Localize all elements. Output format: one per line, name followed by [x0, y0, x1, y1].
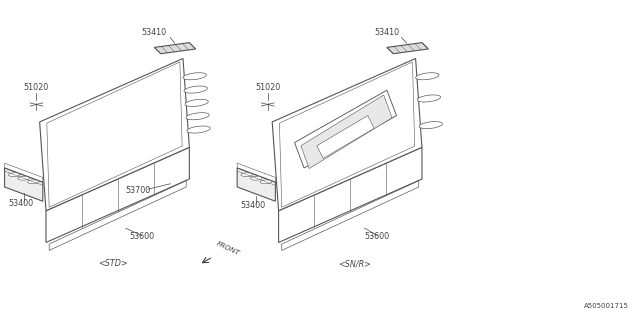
- Polygon shape: [272, 59, 422, 211]
- Text: 53410: 53410: [141, 28, 167, 37]
- Polygon shape: [387, 43, 428, 54]
- Polygon shape: [4, 168, 43, 201]
- Polygon shape: [294, 90, 396, 168]
- Polygon shape: [301, 95, 392, 169]
- Text: 53600: 53600: [365, 232, 390, 241]
- Text: FRONT: FRONT: [216, 240, 241, 256]
- Ellipse shape: [417, 95, 440, 102]
- Text: 51020: 51020: [24, 83, 49, 92]
- Ellipse shape: [185, 99, 208, 107]
- Ellipse shape: [260, 180, 271, 184]
- Ellipse shape: [28, 180, 39, 184]
- Ellipse shape: [187, 126, 210, 133]
- Ellipse shape: [184, 86, 207, 93]
- Polygon shape: [237, 168, 275, 201]
- Polygon shape: [278, 147, 422, 243]
- Polygon shape: [40, 59, 189, 211]
- Ellipse shape: [250, 176, 262, 180]
- Ellipse shape: [18, 176, 29, 180]
- Text: 53600: 53600: [129, 232, 154, 241]
- Ellipse shape: [419, 122, 442, 129]
- Text: 53400: 53400: [241, 201, 266, 210]
- Ellipse shape: [241, 173, 252, 177]
- Text: 53400: 53400: [8, 199, 33, 208]
- Ellipse shape: [8, 173, 20, 177]
- Text: 51020: 51020: [255, 83, 280, 92]
- Polygon shape: [317, 116, 374, 158]
- Polygon shape: [46, 147, 189, 243]
- Text: 53700: 53700: [126, 186, 151, 195]
- Ellipse shape: [186, 113, 209, 120]
- Text: 53410: 53410: [374, 28, 399, 37]
- Text: A505001715: A505001715: [584, 302, 629, 308]
- Ellipse shape: [415, 73, 439, 80]
- Ellipse shape: [183, 73, 207, 80]
- Text: <STD>: <STD>: [98, 259, 128, 268]
- Polygon shape: [154, 43, 196, 54]
- Text: <SN/R>: <SN/R>: [339, 259, 371, 268]
